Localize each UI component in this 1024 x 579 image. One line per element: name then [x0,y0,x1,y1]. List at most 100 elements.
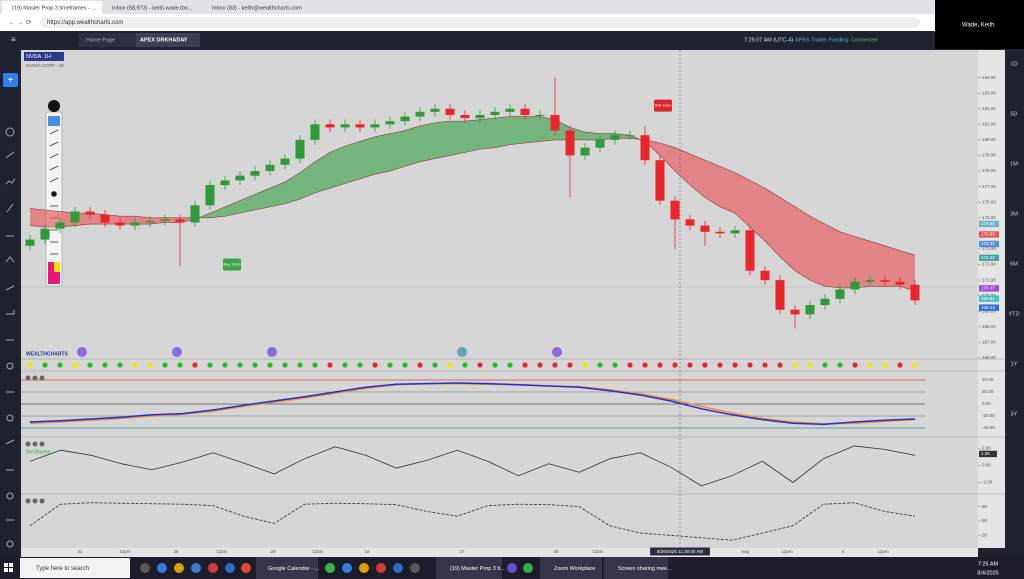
taskbar-app[interactable] [436,557,502,579]
account[interactable]: APEX Trader Funding [795,37,849,43]
menu-icon[interactable]: ≡ [11,35,16,44]
signal-dot [327,362,333,368]
signal-dot [867,362,873,368]
panel-control[interactable] [32,441,38,447]
cloud-segment [285,172,300,204]
price-tag-label: 169.23 [981,305,995,310]
app-tab-label[interactable]: APEX DRKHADAY [140,37,188,43]
candle-body [325,124,335,128]
taskbar-app-label[interactable]: (19) Master Prop 3 ti... [450,566,505,572]
signal-dot [897,362,903,368]
candle-body [760,270,770,281]
range-button[interactable]: 1Y [1011,361,1018,367]
candle-body [85,211,95,215]
crosshair-label-box [650,547,710,556]
toolbar-icons[interactable] [5,127,16,548]
url[interactable]: https://app.wealthcharts.com [47,20,123,26]
url-field[interactable] [40,17,920,28]
signal-dot [102,362,108,368]
taskbar-app-label[interactable]: Zoom Workplace [554,566,595,572]
connection-status: Connected [851,37,878,43]
y-tick-label: 50 [982,518,988,523]
range-button[interactable]: 3M [1010,211,1018,217]
y-tick-label: 80 [982,504,988,509]
y-tick-label: 166.00 [982,355,996,360]
y-tick-label: 0.00 [982,401,991,406]
candle-body [850,281,860,290]
range-button[interactable]: YTD [1009,311,1020,317]
cloud-segment [405,125,420,167]
panel-control[interactable] [32,498,38,504]
candle-body [475,114,485,119]
cloud-segment [780,197,795,271]
x-tick-label: 12pm [119,549,131,554]
taskbar-app[interactable] [540,557,602,579]
legend: NVIDIA CORP - 1h [26,63,64,68]
candle-body [670,200,680,220]
candle-body [235,175,245,181]
cloud-segment [705,160,720,207]
app-tab-label[interactable]: Home Page [86,37,115,43]
signal-dot [417,362,423,368]
panel-control[interactable] [39,498,45,504]
signal-dot [822,362,828,368]
start-logo [9,568,13,572]
start-logo [4,563,8,567]
nav-buttons[interactable]: ← → ⟳ [8,19,32,26]
y-tick-label: -2.00 [982,480,993,485]
tab-title[interactable]: Inbox (83) - keith@wealthcharts.com [212,5,302,11]
search-box[interactable] [20,558,130,578]
fast-line [29,116,916,292]
taskbar-app[interactable] [256,557,318,579]
candle-body [205,185,215,206]
taskbar-app-label[interactable]: Screen sharing mee... [618,566,672,572]
start-logo [9,563,13,567]
event-icons[interactable] [77,347,562,357]
taskbar-app-label[interactable]: Google Calendar - ... [268,566,320,572]
panel-control[interactable] [39,375,45,381]
range-button[interactable]: 5D [1010,111,1017,117]
range-button[interactable]: 6M [1010,261,1018,267]
app-tab[interactable] [136,33,200,47]
panel-control[interactable] [39,441,45,447]
price-tag [979,220,999,228]
browser-tab[interactable] [2,1,102,14]
range-button[interactable]: 1D [1010,61,1017,67]
panel-control[interactable] [25,498,31,504]
signal-dot [702,362,708,368]
range-button[interactable]: 1M [1010,161,1018,167]
palette-cursor[interactable] [48,116,60,126]
signal-dot [627,362,633,368]
cloud-segment [885,245,900,287]
add-button[interactable] [3,73,18,87]
panel-control[interactable] [32,375,38,381]
search-placeholder[interactable]: Type here to search [36,566,89,572]
taskbar-icons[interactable] [140,563,533,573]
x-tick-label: 4 [842,549,845,554]
price-tag [979,295,999,302]
palette-pin[interactable] [48,100,60,112]
candle-body [370,124,380,128]
symbol[interactable]: NVDA [26,54,42,60]
candle-body [190,205,200,223]
y-tick-label: -20.00 [982,413,995,418]
taskbar-app[interactable] [604,557,668,579]
palette-color[interactable] [54,262,60,272]
add-icon[interactable]: + [8,75,14,86]
cloud-segment [315,152,330,193]
signal-dot [582,362,588,368]
candle-body [280,158,290,165]
tab-title[interactable]: Inbox (58,973) - keith.wade.tbo... [112,5,193,11]
signal-dot [732,362,738,368]
cloud-segment [330,146,345,189]
y-tick-label: 178.00 [982,168,996,173]
range-button[interactable]: 5Y [1011,411,1018,417]
signal-dot [117,362,123,368]
app-tab[interactable] [78,33,136,47]
panel-control[interactable] [25,375,31,381]
y-tick-label: 0.00 [982,463,991,468]
interval[interactable]: 1H [44,54,51,60]
cloud-segment [900,250,915,292]
panel-control[interactable] [25,441,31,447]
symbol-box[interactable] [24,52,64,61]
